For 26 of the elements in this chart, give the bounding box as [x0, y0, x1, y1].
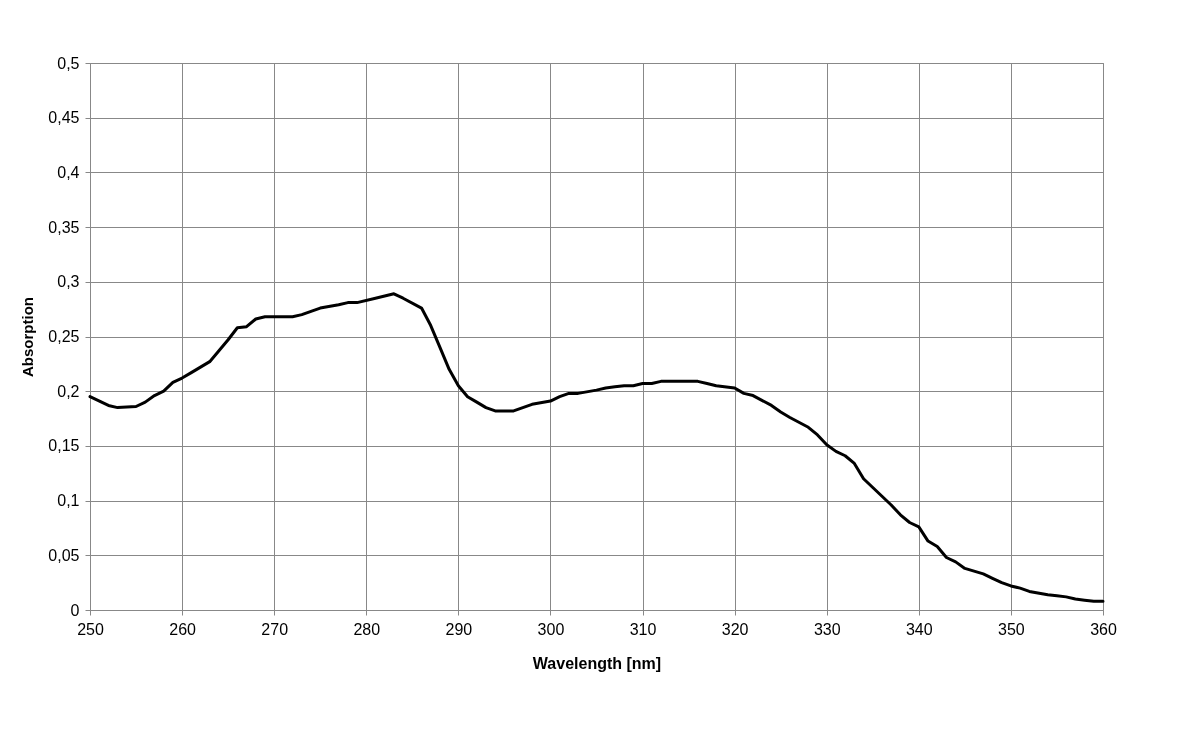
y-tick-label: 0 [70, 601, 80, 619]
x-tick-label: 270 [261, 620, 289, 638]
y-tick-label: 0,3 [57, 273, 80, 291]
y-tick-label: 0,05 [48, 546, 80, 564]
y-tick-label: 0,1 [57, 492, 80, 510]
x-tick-label: 300 [537, 620, 565, 638]
y-tick-label: 0,5 [57, 54, 80, 72]
x-tick-label: 280 [353, 620, 381, 638]
x-tick-label: 330 [813, 620, 841, 638]
line-series [88, 292, 1105, 603]
x-tick-label: 360 [1090, 620, 1117, 638]
x-tick-label: 310 [629, 620, 657, 638]
x-tick-label: 350 [998, 620, 1025, 638]
x-tick-label: 250 [77, 620, 104, 638]
x-tick-label: 260 [169, 620, 197, 638]
x-axis-title: Wavelength [nm] [532, 654, 662, 672]
y-tick-label: 0,15 [48, 437, 80, 455]
y-tick-label: 0,25 [48, 328, 80, 345]
y-tick-label: 0,35 [48, 218, 80, 236]
y-tick-label: 0,45 [48, 109, 80, 127]
y-tick-label: 0,2 [57, 382, 80, 400]
y-tick-label: 0,4 [57, 163, 80, 181]
x-tick-label: 290 [445, 620, 473, 638]
y-axis-title: Absorption [19, 297, 37, 377]
x-tick-label: 340 [905, 620, 933, 638]
x-tick-label: 320 [721, 620, 749, 638]
